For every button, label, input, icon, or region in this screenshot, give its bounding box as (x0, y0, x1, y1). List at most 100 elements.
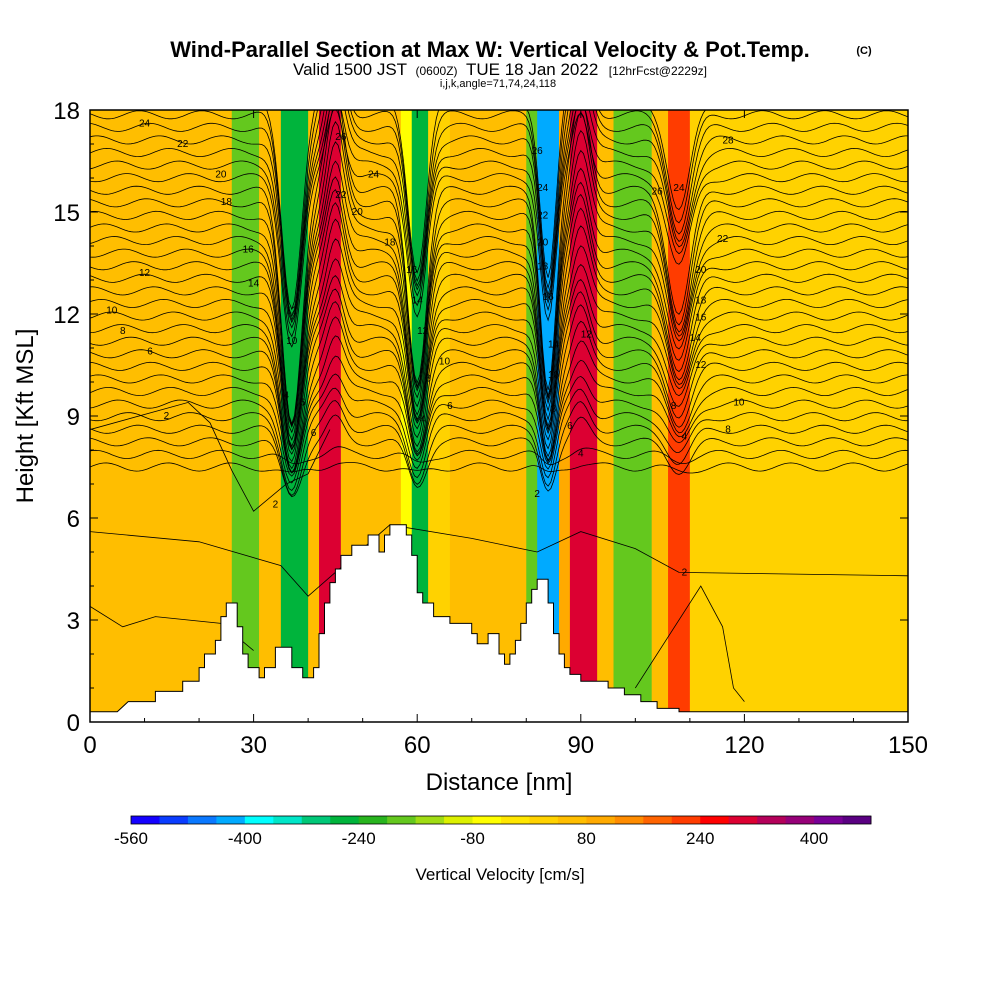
colorbar-swatch (842, 816, 872, 824)
theta-contour (90, 160, 908, 434)
theta-contour (90, 335, 908, 474)
contour-label: 16 (543, 292, 555, 303)
theta-contours (90, 110, 908, 702)
contour-label: 4 (284, 391, 290, 402)
velocity-band (597, 110, 615, 722)
colorbar-swatch (614, 816, 644, 824)
theta-contour (90, 110, 908, 338)
contour-label: 26 (335, 132, 347, 143)
theta-contour (90, 202, 908, 450)
contour-label: 12 (695, 360, 707, 371)
colorbar-swatch (387, 816, 417, 824)
theta-contour (90, 316, 908, 474)
theta-contour (90, 400, 908, 496)
contour-label: 22 (537, 210, 549, 221)
velocity-band (668, 110, 691, 722)
contour-label: 4 (578, 448, 584, 459)
contour-label: 10 (733, 397, 745, 408)
contour-label: 20 (352, 207, 364, 218)
contour-label: 20 (537, 238, 549, 249)
colorbar (130, 815, 872, 825)
y-axis-title: Height [Kft MSL] (12, 329, 39, 504)
contour-label: 8 (120, 326, 126, 337)
contour-label: 16 (406, 265, 418, 276)
velocity-band (613, 110, 653, 722)
theta-contour (90, 414, 908, 498)
colorbar-swatch (671, 816, 701, 824)
theta-contour (90, 121, 908, 427)
velocity-band (526, 110, 538, 722)
contour-label: 26 (532, 146, 544, 157)
colorbar-tick-label: 240 (686, 829, 714, 848)
colorbar-swatch (301, 816, 331, 824)
contour-label: 20 (215, 170, 227, 181)
colorbar-swatch (444, 816, 473, 824)
contour-label: 4 (420, 414, 426, 425)
colorbar-swatch (643, 816, 673, 824)
contour-label: 6 (300, 397, 306, 408)
colorbar-swatch (273, 816, 303, 824)
x-tick-label: 60 (404, 732, 431, 759)
x-tick-label: 120 (724, 732, 764, 759)
colorbar-swatch (216, 816, 246, 824)
contour-label: 14 (690, 333, 702, 344)
contour-label: 2 (164, 411, 170, 422)
theta-contour (90, 524, 908, 597)
contour-label: 16 (243, 244, 255, 255)
contour-label: 14 (412, 295, 424, 306)
theta-contour (90, 110, 908, 348)
theta-contour (90, 258, 908, 455)
x-axis-title: Distance [nm] (426, 769, 573, 796)
contour-label: 20 (695, 265, 707, 276)
colorbar-swatch (330, 816, 360, 824)
subtitle-utc: (0600Z) (416, 64, 458, 78)
colorbar-swatch (415, 816, 445, 824)
y-tick-label: 15 (53, 200, 80, 227)
contour-label: 10 (548, 370, 560, 381)
contour-label: 2 (273, 499, 279, 510)
contour-labels: 2422201816141210862121046622622242018161… (106, 119, 745, 579)
x-tick-label: 30 (240, 732, 267, 759)
contour-label: 12 (139, 268, 151, 279)
colorbar-swatch (557, 816, 587, 824)
contour-label: 22 (177, 139, 189, 150)
contour-label: 24 (139, 119, 151, 130)
theta-contour (90, 301, 908, 474)
colorbar-swatch (501, 816, 530, 824)
chart-subtitle-indices: i,j,k,angle=71,74,24,118 (440, 78, 556, 90)
contour-label: 8 (425, 374, 431, 385)
theta-contour (90, 373, 908, 484)
theta-contour (90, 110, 908, 321)
contour-label: 18 (537, 261, 549, 272)
colorbar-tick-label: -80 (460, 829, 485, 848)
subtitle-date: TUE 18 Jan 2022 (466, 60, 598, 79)
colorbar-swatch (757, 816, 787, 824)
y-tick-label: 12 (53, 302, 80, 329)
colorbar-swatch (700, 816, 730, 824)
theta-contour (90, 288, 908, 470)
contour-label: 12 (417, 326, 429, 337)
colorbar-swatch (785, 816, 815, 824)
contour-label: 10 (286, 336, 298, 347)
chart-title: Wind-Parallel Section at Max W: Vertical… (170, 37, 810, 62)
contour-label: 10 (106, 306, 118, 317)
contour-label: 18 (695, 295, 707, 306)
y-tick-label: 0 (67, 710, 80, 737)
y-tick-label: 3 (67, 608, 80, 635)
contour-label: 16 (695, 312, 707, 323)
theta-contour (90, 462, 908, 474)
theta-contour (90, 110, 908, 425)
subtitle-valid: Valid 1500 JST (293, 60, 407, 79)
theta-contour (90, 218, 908, 450)
colorbar-swatch (187, 816, 217, 824)
contour-label: 8 (725, 425, 731, 436)
contour-label: 2 (682, 567, 688, 578)
copyright-mark: (C) (856, 45, 872, 57)
contour-label: 28 (722, 136, 734, 147)
y-tick-label: 9 (67, 404, 80, 431)
velocity-band (558, 110, 571, 722)
chart-subtitle: Valid 1500 JST (0600Z) TUE 18 Jan 2022 [… (293, 60, 707, 79)
colorbar-frame (130, 815, 872, 825)
velocity-band (689, 110, 713, 722)
